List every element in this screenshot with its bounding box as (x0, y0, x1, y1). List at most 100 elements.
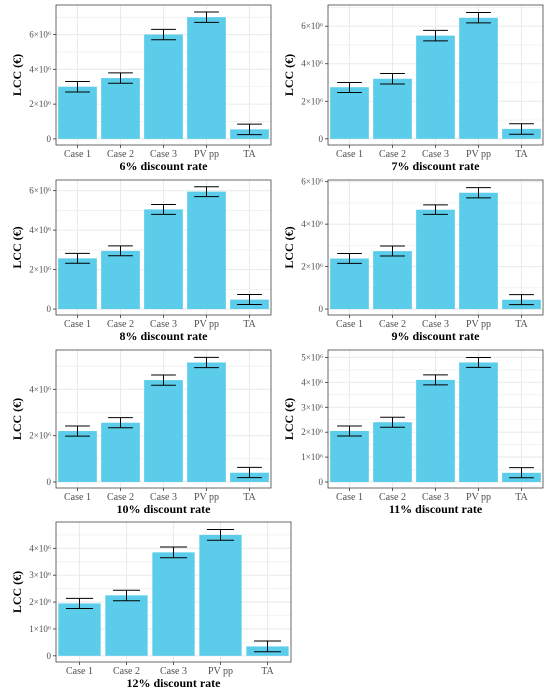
y-tick-label: 3×10⁶ (301, 402, 323, 412)
x-tick-label: TA (243, 492, 256, 503)
y-axis-title: LCC (€) (282, 398, 296, 440)
error-bar (380, 245, 405, 257)
x-tick-label: Case 2 (107, 319, 134, 330)
error-bar (237, 123, 262, 136)
x-tick-label: Case 3 (422, 492, 449, 503)
chart-panel-4: 0 2×10⁶ 4×10⁶ 6×10⁶ Case 1 Case 2 Case 3 PV pp T… (282, 177, 544, 343)
bar-pv-pp (187, 17, 226, 139)
x-tick-label: Case 1 (64, 149, 91, 160)
chart-panel-3: 0 2×10⁶ 4×10⁶ 6×10⁶ Case 1 Case 2 Case 3 PV pp T… (10, 179, 272, 343)
y-tick-label: 4×10⁶ (29, 64, 51, 74)
chart-panel-5: 0 2×10⁶ 4×10⁶ Case 1 Case 2 Case 3 PV pp TA 10% … (10, 349, 272, 516)
y-tick-label: 0 (47, 304, 52, 314)
bar-pv-pp (187, 191, 226, 310)
error-bar (151, 374, 176, 386)
y-tick-label: 2×10⁶ (301, 262, 323, 272)
error-bar (423, 374, 448, 386)
bar-pv-pp (199, 534, 242, 656)
y-axis-title: LCC (€) (282, 226, 296, 268)
y-tick-label: 2×10⁶ (29, 431, 51, 441)
x-tick-label: PV pp (194, 149, 219, 160)
bar-pv-pp (459, 192, 498, 310)
x-axis-title: 7% discount rate (392, 159, 481, 173)
y-axis-title: LCC (€) (10, 571, 24, 613)
y-axis-title: LCC (€) (282, 54, 296, 96)
y-tick-label: 4×10⁶ (301, 377, 323, 387)
bar-case-1 (58, 86, 97, 139)
x-axis-title: 9% discount rate (392, 329, 481, 343)
bar-case-3 (416, 209, 455, 310)
y-tick-label: 1×10⁶ (301, 452, 323, 462)
bar-case-3 (144, 380, 183, 482)
bar-pv-pp (459, 362, 498, 483)
bar-pv-pp (187, 362, 226, 482)
y-tick-label: 1×10⁶ (29, 624, 51, 634)
x-tick-label: Case 3 (160, 666, 187, 677)
panel-border (327, 4, 544, 146)
y-tick-label: 5×10⁶ (301, 352, 323, 362)
x-tick-label: Case 2 (379, 492, 406, 503)
error-bar (423, 29, 448, 42)
error-bar (65, 597, 94, 610)
bar-case-2 (373, 422, 412, 483)
x-tick-label: TA (243, 149, 256, 160)
error-bar (380, 416, 405, 428)
error-bar (466, 187, 491, 199)
error-bar (206, 529, 235, 541)
error-bar (466, 12, 491, 24)
chart-panel-7: 0 1×10⁶ 2×10⁶ 3×10⁶ 4×10⁶ Case 1 Case 2 Case 3 P… (10, 521, 292, 690)
x-tick-label: Case 2 (107, 492, 134, 503)
bar-pv-pp (459, 17, 498, 139)
x-tick-label: TA (515, 492, 528, 503)
bar-case-1 (330, 430, 369, 483)
x-axis-title: 6% discount rate (120, 159, 209, 173)
error-bar (237, 293, 262, 306)
panel-border (327, 349, 544, 489)
x-tick-label: Case 1 (336, 149, 363, 160)
error-bar (65, 425, 90, 437)
error-bar (65, 252, 90, 264)
bar-case-3 (144, 34, 183, 139)
error-bar (237, 466, 262, 479)
chart-panel-1: 0 2×10⁶ 4×10⁶ 6×10⁶ Case 1 Case 2 Case 3 PV pp T… (10, 4, 272, 173)
x-tick-label: Case 3 (422, 319, 449, 330)
y-tick-label: 6×10⁶ (29, 30, 51, 40)
y-tick-label: 0 (319, 304, 324, 314)
error-bar (509, 467, 534, 479)
error-bar (423, 204, 448, 215)
error-bar (337, 252, 362, 264)
panel-border (55, 4, 272, 146)
bar-case-1 (330, 87, 369, 139)
y-tick-label: 4×10⁶ (29, 543, 51, 553)
x-tick-label: TA (243, 319, 256, 330)
x-tick-label: Case 2 (107, 149, 134, 160)
y-tick-label: 0 (47, 477, 52, 487)
bar-case-3 (416, 35, 455, 139)
error-bar (194, 11, 219, 23)
bar-case-1 (58, 431, 97, 482)
error-bar (108, 72, 133, 84)
bar-case-2 (101, 78, 140, 139)
error-bar (337, 82, 362, 93)
y-tick-label: 2×10⁶ (301, 96, 323, 106)
x-tick-label: Case 1 (64, 492, 91, 503)
x-tick-label: Case 2 (113, 666, 140, 677)
y-axis-title: LCC (€) (10, 226, 24, 268)
x-tick-label: TA (515, 149, 528, 160)
bar-case-1 (58, 258, 97, 310)
x-tick-label: TA (515, 319, 528, 330)
x-tick-label: Case 1 (336, 492, 363, 503)
x-tick-label: Case 3 (150, 492, 177, 503)
x-tick-label: Case 3 (422, 149, 449, 160)
chart-panel-6: 0 1×10⁶ 2×10⁶ 3×10⁶ 4×10⁶ 5×10⁶ Case 1 Case 2 Ca… (282, 349, 544, 516)
bar-case-2 (373, 78, 412, 139)
error-bar (159, 546, 188, 559)
x-tick-label: TA (261, 666, 274, 677)
x-axis-title: 12% discount rate (127, 676, 222, 690)
error-bar (108, 245, 133, 257)
x-tick-label: Case 1 (336, 319, 363, 330)
y-tick-label: 0 (47, 134, 52, 144)
y-axis-title: LCC (€) (10, 398, 24, 440)
x-axis-title: 8% discount rate (120, 329, 209, 343)
y-tick-label: 2×10⁶ (29, 597, 51, 607)
